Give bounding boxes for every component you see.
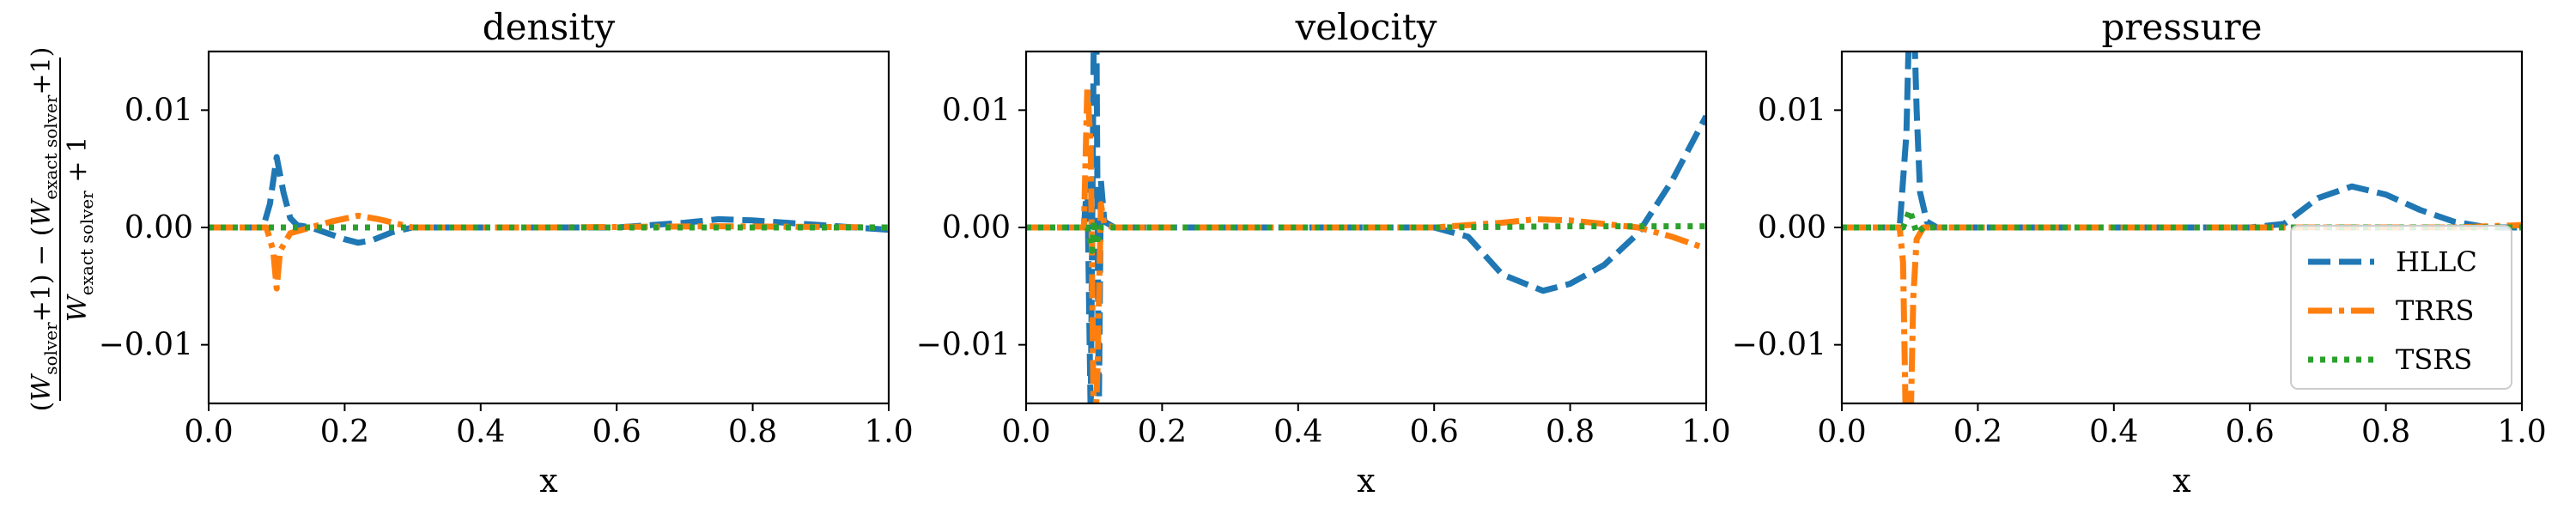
x-axis-label: x (539, 462, 557, 500)
x-tick-label: 1.0 (1681, 415, 1730, 450)
x-tick-label: 1.0 (2497, 415, 2546, 450)
series-line-trrs (1026, 83, 1706, 403)
series-line-hllc (1026, 52, 1706, 403)
x-tick-label: 0.2 (1953, 415, 2002, 450)
panel-pressure: pressure 0.0 0.2 0.4 0.6 0.8 1.0 −0.01 0.00 0.01 x (1732, 6, 2547, 500)
y-tick-label: 0.01 (942, 93, 1011, 128)
x-tick-label: 1.0 (864, 415, 913, 450)
x-tick-label: 0.0 (184, 415, 233, 450)
x-tick-label: 0.2 (320, 415, 369, 450)
y-tick-label: 0.00 (942, 210, 1011, 245)
panel-title: density (483, 6, 616, 48)
x-tick-label: 0.6 (2226, 415, 2275, 450)
ylabel-sub2: exact solver (40, 94, 61, 199)
ylabel-plus1: +1) − ( (27, 227, 57, 323)
y-tick-label: 0.00 (125, 210, 193, 245)
y-axis-label: (Wsolver+1) − (Wexact solver+1) Wexact s… (27, 47, 97, 412)
x-tick-label: 0.6 (1410, 415, 1459, 450)
x-axis-label: x (1357, 462, 1375, 500)
legend-label-hllc: HLLC (2396, 245, 2477, 278)
x-tick-label: 0.0 (1817, 415, 1866, 450)
x-tick-label: 0.8 (1546, 415, 1595, 450)
legend-label-tsrs: TSRS (2396, 343, 2472, 376)
svg-text:(Wsolver+1) − (Wexact solver+: (Wsolver+1) − (Wexact solver+1) (27, 47, 61, 412)
ylabel-close: +1) (27, 47, 57, 95)
x-tick-label: 0.4 (456, 415, 505, 450)
x-tick-label: 0.4 (2089, 415, 2138, 450)
x-tick-label: 0.4 (1273, 415, 1322, 450)
plot-area (209, 154, 889, 292)
y-tick-label: −0.01 (1732, 328, 1826, 363)
legend: HLLC TRRS TSRS (2290, 225, 2512, 390)
x-axis-label: x (2172, 462, 2190, 500)
series-line-trrs (1842, 221, 2522, 403)
ylabel-den-rest: + 1 (63, 136, 93, 191)
y-tick-label: 0.00 (1758, 210, 1826, 245)
svg-text:Wexact solver + 1: Wexact solver + 1 (63, 136, 97, 322)
legend-frame (2290, 225, 2512, 390)
legend-label-trrs: TRRS (2396, 294, 2474, 327)
ylabel-w1: W (27, 373, 57, 402)
plot-area (1026, 52, 1706, 403)
ylabel-den-w: W (63, 294, 93, 322)
ylabel-den-sub: exact solver (76, 191, 97, 295)
series-line-tsrs (1842, 207, 2522, 237)
y-tick-label: −0.01 (99, 328, 193, 363)
panel-density: density 0.0 0.2 0.4 0.6 0.8 1.0 −0.01 0.00 0.01 x (99, 6, 914, 500)
x-tick-label: 0.0 (1001, 415, 1050, 450)
x-tick-label: 0.8 (2361, 415, 2410, 450)
x-tick-label: 0.6 (592, 415, 641, 450)
ylabel-w2: W (27, 198, 57, 227)
panel-title: velocity (1295, 6, 1437, 48)
y-tick-label: 0.01 (1758, 93, 1826, 128)
x-tick-label: 0.8 (728, 415, 777, 450)
y-tick-label: −0.01 (916, 328, 1011, 363)
series-line-trrs (209, 212, 889, 292)
series-line-hllc (209, 154, 889, 246)
ylabel-open: ( (27, 402, 57, 412)
panel-velocity: velocity 0.0 0.2 0.4 0.6 0.8 1.0 −0.01 0.00 0.01 x (916, 6, 1731, 500)
y-tick-label: 0.01 (125, 93, 193, 128)
ylabel-sub1: solver (40, 322, 61, 375)
panel-title: pressure (2102, 6, 2263, 48)
x-tick-label: 0.2 (1138, 415, 1187, 450)
plot-area (1842, 52, 2522, 403)
